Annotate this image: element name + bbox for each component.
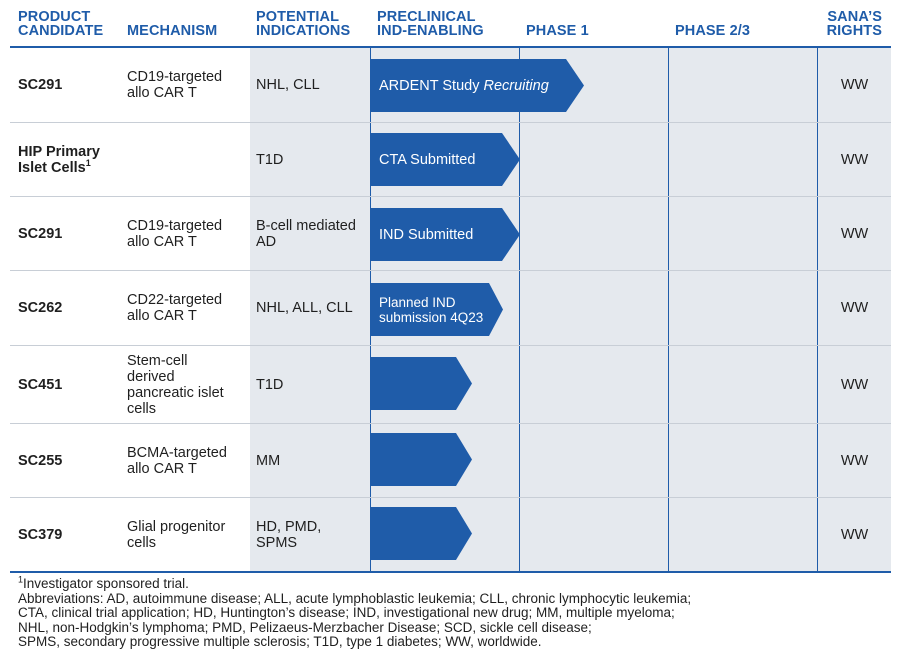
rights-value: WW xyxy=(840,452,869,469)
abbreviations-line: Abbreviations: AD, autoimmune disease; A… xyxy=(18,590,692,606)
header-potential-indications: POTENTIAL INDICATIONS xyxy=(256,9,351,39)
rights-divider xyxy=(817,48,818,571)
progress-arrow xyxy=(371,507,472,560)
header-phase-2-3: PHASE 2/3 xyxy=(675,23,751,39)
header-sanas-rights: SANA’S RIGHTS xyxy=(826,9,882,39)
indications: NHL, ALL, CLL xyxy=(256,300,353,316)
mechanism: BCMA-targeted allo CAR T xyxy=(127,444,227,477)
rights-value: WW xyxy=(840,77,869,93)
indications: T1D xyxy=(256,376,284,393)
abbreviations-line: NHL, non-Hodgkin’s lymphoma; PMD, Peliza… xyxy=(18,619,592,635)
indications: T1D xyxy=(256,151,284,168)
row-divider xyxy=(10,345,891,346)
row-divider xyxy=(10,196,891,197)
progress-arrow: IND Submitted xyxy=(371,208,520,261)
row-divider xyxy=(10,497,891,498)
candidate-name: HIP Primary Islet Cells1 xyxy=(18,143,100,176)
row-divider xyxy=(10,270,891,271)
mechanism: CD19-targeted allo CAR T xyxy=(127,217,223,250)
header-phase-1: PHASE 1 xyxy=(526,23,589,39)
phase1-divider xyxy=(519,48,520,571)
progress-arrow xyxy=(371,357,472,410)
indications: B-cell mediated AD xyxy=(256,217,356,250)
rights-value: WW xyxy=(840,300,869,316)
mechanism: CD22-targeted allo CAR T xyxy=(127,292,223,324)
candidate-name: SC379 xyxy=(18,526,63,543)
status-label: Planned IND submission 4Q23 xyxy=(379,294,484,325)
rights-value: WW xyxy=(840,376,869,393)
preclinical-divider xyxy=(370,48,371,571)
progress-arrow: CTA Submitted xyxy=(371,133,520,186)
progress-arrow xyxy=(371,433,472,486)
indications: HD, PMD, SPMS xyxy=(256,518,322,551)
indications: NHL, CLL xyxy=(256,77,320,93)
status-label: ARDENT Study Recruiting xyxy=(379,77,549,94)
rights-value: WW xyxy=(840,526,869,543)
progress-arrow: Planned IND submission 4Q23 xyxy=(371,283,503,336)
status-label: CTA Submitted xyxy=(379,151,476,168)
mechanism: CD19-targeted allo CAR T xyxy=(127,69,223,101)
candidate-name: SC291 xyxy=(18,77,63,93)
footnote: 1Investigator sponsored trial. Abbreviat… xyxy=(18,574,692,649)
indications-column-shade xyxy=(250,48,370,572)
header-rule xyxy=(10,46,891,48)
abbreviations-line: SPMS, secondary progressive multiple scl… xyxy=(18,634,542,649)
candidate-name: SC262 xyxy=(18,300,63,316)
rights-value: WW xyxy=(840,225,869,242)
status-label: IND Submitted xyxy=(379,226,474,243)
header-product-candidate: PRODUCT CANDIDATE xyxy=(18,9,104,39)
candidate-name: SC451 xyxy=(18,376,63,393)
candidate-name: SC255 xyxy=(18,452,63,469)
indications: MM xyxy=(256,452,281,469)
row-divider xyxy=(10,423,891,424)
header-mechanism: MECHANISM xyxy=(127,23,218,39)
abbreviations-line: CTA, clinical trial application; HD, Hun… xyxy=(18,605,675,620)
progress-arrow: ARDENT Study Recruiting xyxy=(371,59,584,112)
phase23-divider xyxy=(668,48,669,571)
table-bottom-rule xyxy=(10,571,891,573)
mechanism: Stem-cell derived pancreatic islet cells xyxy=(127,352,224,417)
row-divider xyxy=(10,122,891,123)
candidate-name: SC291 xyxy=(18,225,63,242)
rights-value: WW xyxy=(840,151,869,168)
mechanism: Glial progenitor cells xyxy=(127,518,226,551)
header-preclinical: PRECLINICAL IND-ENABLING xyxy=(377,9,484,39)
